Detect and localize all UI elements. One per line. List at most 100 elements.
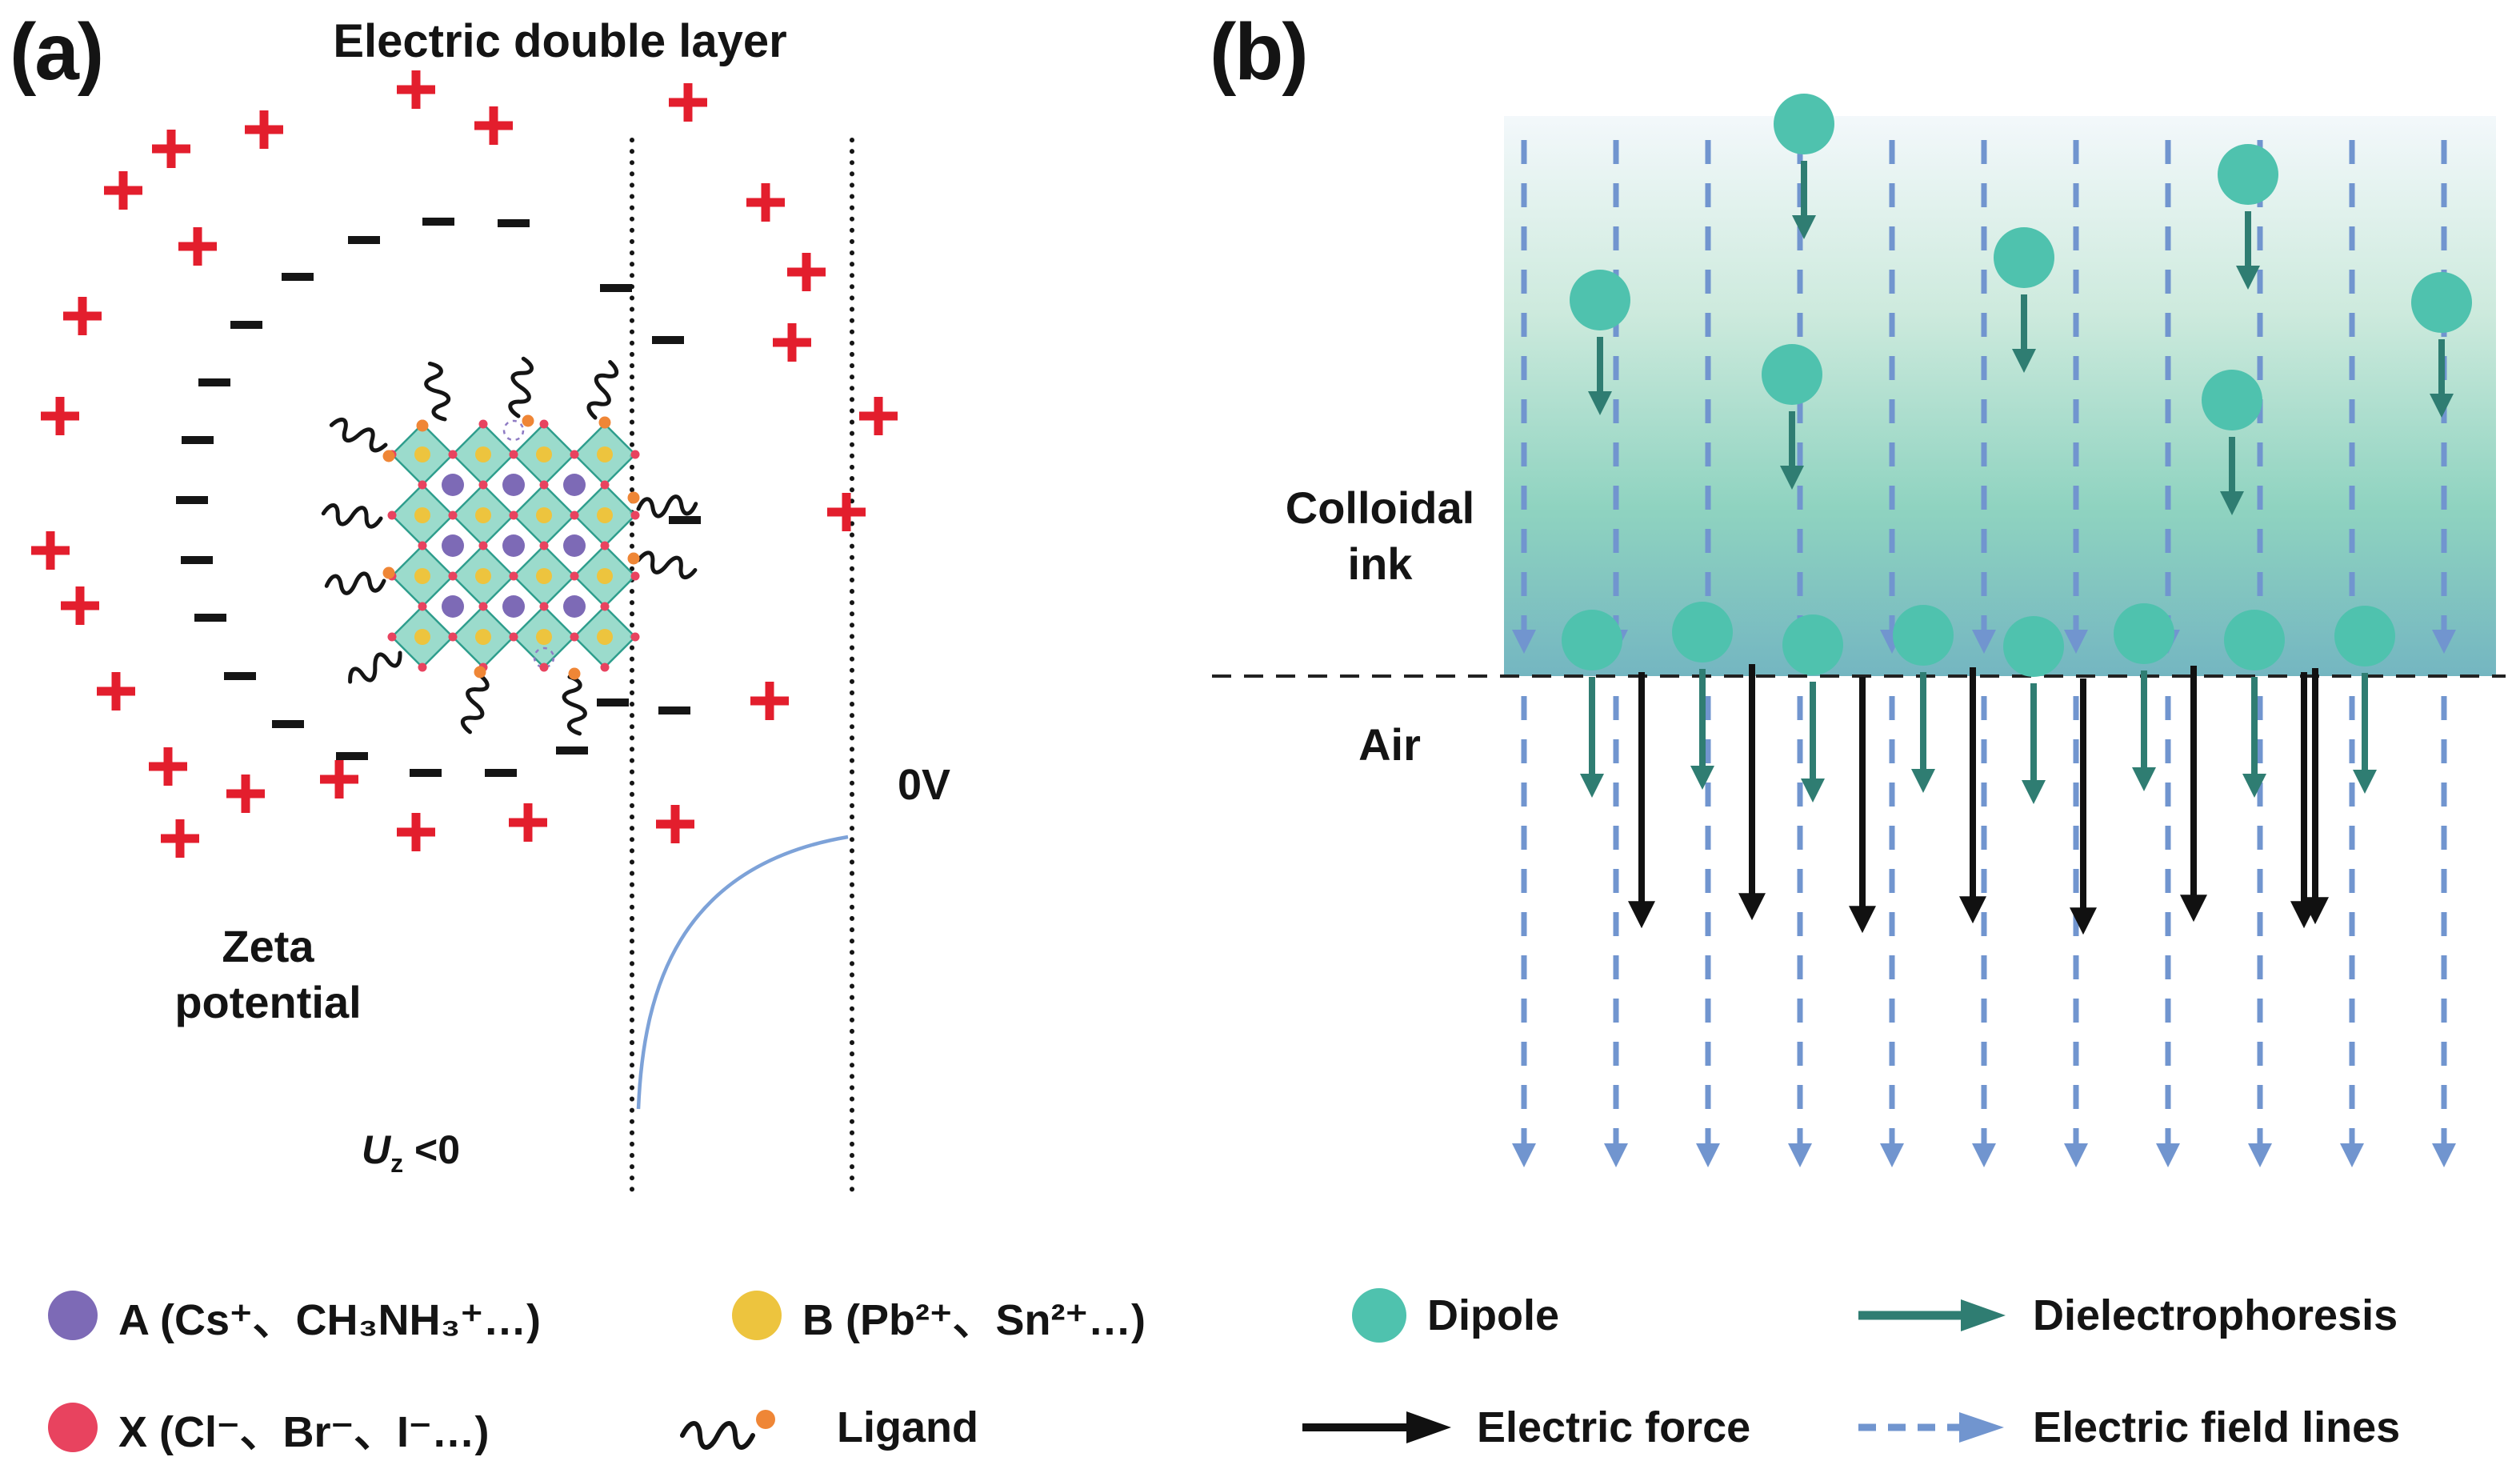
positive-charge-icon bbox=[746, 183, 785, 222]
perovskite-nanocrystal bbox=[382, 414, 640, 680]
electric-field-lines-arrow-icon bbox=[1858, 1412, 2004, 1443]
ligand-anchor-dot bbox=[627, 491, 640, 504]
legend-label-electric-field-lines: Electric field lines bbox=[2033, 1403, 2401, 1451]
b-site-dot bbox=[536, 629, 552, 645]
colloidal-ink-line2: ink bbox=[1347, 538, 1413, 589]
dipole-particle bbox=[1782, 614, 1843, 675]
legend-label-ligand: Ligand bbox=[837, 1403, 978, 1451]
air-label: Air bbox=[1358, 719, 1421, 770]
x-site-dot bbox=[570, 510, 579, 520]
legend-label-dipole: Dipole bbox=[1427, 1291, 1560, 1339]
positive-charge-icon bbox=[320, 760, 358, 799]
x-site-dot bbox=[539, 480, 549, 490]
dipole-particle bbox=[2003, 616, 2064, 677]
a-site-dot bbox=[563, 534, 586, 557]
positive-charge-icon bbox=[41, 397, 79, 435]
a-site-vacancy-dot bbox=[502, 419, 525, 442]
a-site-icon bbox=[48, 1291, 98, 1340]
x-site-dot bbox=[509, 571, 518, 581]
x-site-dot bbox=[387, 632, 397, 642]
a-site-dot bbox=[442, 474, 464, 496]
dipole-particle bbox=[1570, 270, 1630, 330]
x-site-dot bbox=[600, 541, 610, 550]
x-site-dot bbox=[448, 571, 458, 581]
ligand-icon bbox=[586, 359, 619, 420]
x-site-dot bbox=[630, 510, 640, 520]
panel-b-graphic bbox=[1212, 94, 2506, 1167]
positive-charge-icon bbox=[161, 819, 199, 858]
ligand-anchor-dot bbox=[568, 667, 581, 680]
ligand-icon bbox=[321, 503, 383, 529]
ligand-anchor-dot bbox=[522, 414, 534, 427]
ligand-icon bbox=[424, 361, 451, 422]
x-site-dot bbox=[418, 602, 427, 611]
panel-a-label: (a) bbox=[10, 7, 104, 97]
dipole-icon bbox=[1352, 1288, 1406, 1343]
x-site-dot bbox=[600, 480, 610, 490]
x-site-dot bbox=[600, 662, 610, 672]
legend-label-b-site: B (Pb²⁺、Sn²⁺…) bbox=[802, 1295, 1146, 1344]
zeta-potential-curve bbox=[636, 835, 849, 1110]
dipole-particle bbox=[1994, 227, 2054, 288]
legend-item-x-site: X (Cl⁻、Br⁻、I⁻…) bbox=[48, 1399, 490, 1456]
legend-item-electric-force: Electric force bbox=[1296, 1399, 1750, 1456]
x-site-icon bbox=[48, 1403, 98, 1452]
x-site-dot bbox=[509, 632, 518, 642]
positive-charge-icon bbox=[97, 672, 135, 710]
legend-label-electric-force: Electric force bbox=[1477, 1403, 1751, 1451]
b-site-dot bbox=[536, 507, 552, 523]
b-site-dot bbox=[414, 507, 430, 523]
x-site-dot bbox=[600, 602, 610, 611]
ligand-anchor-dot bbox=[627, 552, 640, 565]
x-site-dot bbox=[539, 602, 549, 611]
a-site-dot bbox=[442, 595, 464, 618]
x-site-dot bbox=[387, 510, 397, 520]
b-site-dot bbox=[414, 629, 430, 645]
ligand-icon bbox=[348, 650, 402, 684]
a-site-vacancy-dot bbox=[533, 646, 555, 669]
dipole-particle bbox=[2218, 144, 2278, 205]
dipole-particle bbox=[1762, 344, 1822, 405]
legend-label-dielectrophoresis: Dielectrophoresis bbox=[2033, 1291, 2398, 1339]
positive-charge-icon bbox=[245, 110, 283, 149]
x-site-dot bbox=[539, 662, 549, 672]
x-site-dot bbox=[418, 662, 427, 672]
ligand-icon bbox=[508, 356, 534, 418]
x-site-dot bbox=[478, 480, 488, 490]
b-site-dot bbox=[597, 507, 613, 523]
zeta-potential-label: Zeta potential bbox=[92, 919, 444, 1031]
ligand-anchor-dot bbox=[416, 419, 429, 432]
x-site-dot bbox=[418, 480, 427, 490]
legend-item-b-site: B (Pb²⁺、Sn²⁺…) bbox=[732, 1287, 1146, 1344]
x-site-dot bbox=[570, 632, 579, 642]
x-site-dot bbox=[478, 541, 488, 550]
ligand-icon bbox=[460, 673, 490, 735]
positive-charge-icon bbox=[827, 493, 866, 531]
colloidal-ink-line1: Colloidal bbox=[1285, 482, 1475, 533]
dipole-particle bbox=[2114, 603, 2174, 664]
dipole-particle bbox=[2224, 610, 2285, 670]
a-site-dot bbox=[563, 474, 586, 496]
positive-charge-icon bbox=[178, 227, 217, 266]
panel-b-label: (b) bbox=[1210, 7, 1309, 97]
b-site-dot bbox=[475, 446, 491, 462]
ligand-anchor-dot bbox=[474, 666, 486, 678]
x-site-dot bbox=[539, 419, 549, 429]
b-site-dot bbox=[536, 446, 552, 462]
dipole-particle bbox=[2334, 606, 2395, 666]
dipole-particle bbox=[1562, 610, 1622, 670]
colloidal-ink-label: Colloidal ink bbox=[1248, 480, 1512, 592]
positive-charge-icon bbox=[149, 747, 187, 786]
positive-charge-icon bbox=[474, 106, 513, 145]
electric-force-arrow-icon bbox=[1302, 1411, 1451, 1443]
uz-condition: <0 bbox=[403, 1127, 461, 1172]
zeta-potential-line2: potential bbox=[174, 977, 362, 1027]
ligand-icon bbox=[680, 1410, 775, 1450]
positive-charge-icon bbox=[397, 70, 435, 109]
positive-charge-icon bbox=[773, 323, 811, 362]
colloidal-ink-region bbox=[1504, 116, 2496, 676]
uz-symbol: U bbox=[362, 1127, 391, 1172]
ligand-anchor-dot bbox=[598, 416, 611, 429]
dipole-particle bbox=[2202, 370, 2262, 430]
positive-charge-icon bbox=[63, 297, 102, 335]
